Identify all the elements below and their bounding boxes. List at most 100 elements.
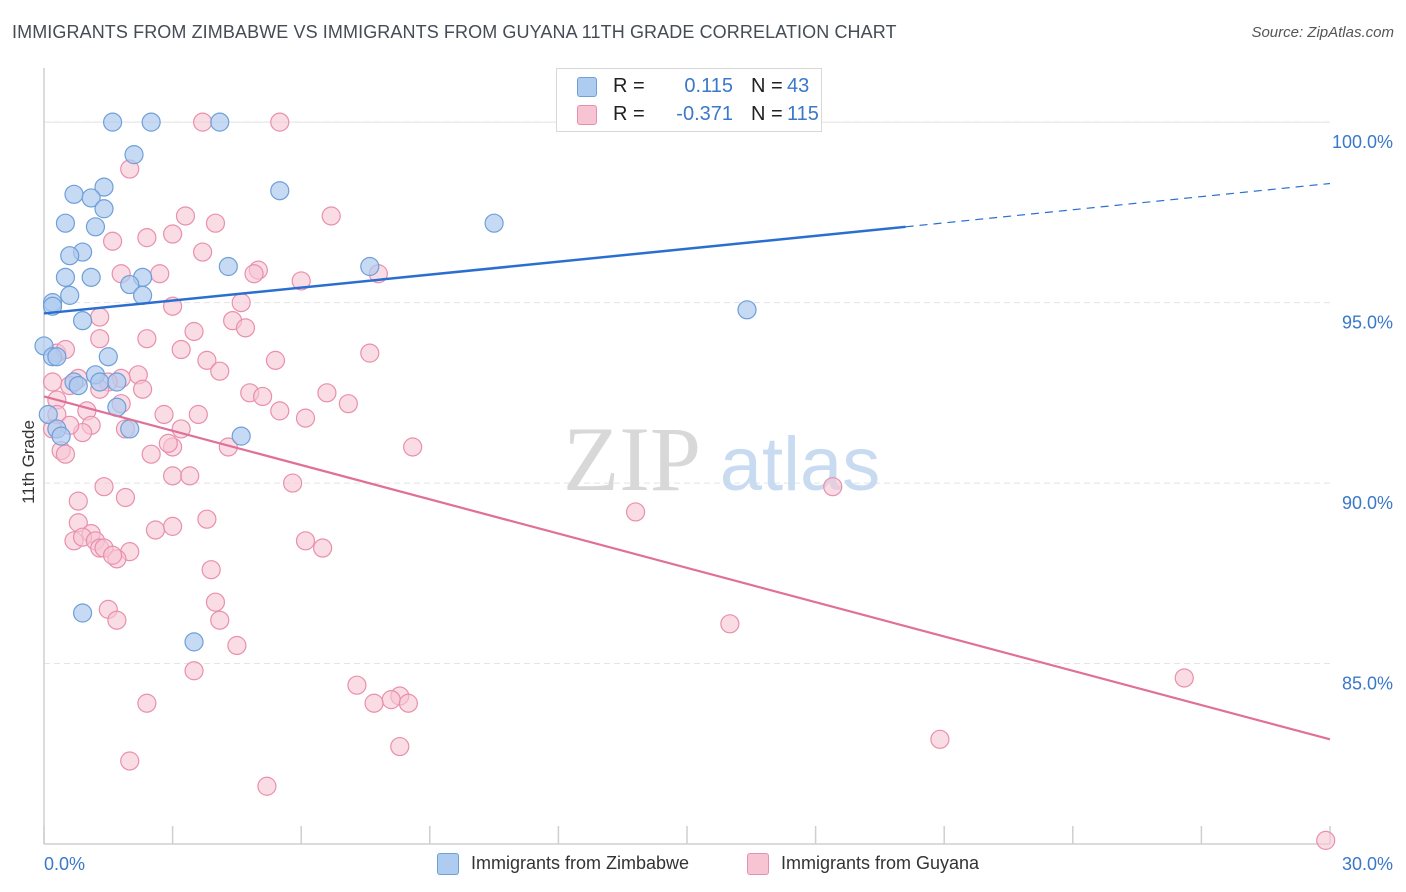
zimbabwe-point bbox=[94, 177, 114, 197]
guyana-point bbox=[201, 560, 221, 580]
zimbabwe-point bbox=[81, 267, 101, 287]
legend-label: Immigrants from Zimbabwe bbox=[471, 853, 690, 873]
y-tick-label: 100.0% bbox=[1332, 132, 1393, 152]
x-tick-label: 0.0% bbox=[44, 854, 85, 874]
guyana-point bbox=[338, 394, 358, 414]
y-tick-label: 85.0% bbox=[1342, 674, 1393, 694]
y-tick-label: 95.0% bbox=[1342, 313, 1393, 333]
guyana-point bbox=[398, 693, 418, 713]
guyana-point bbox=[175, 206, 196, 226]
legend-label: Immigrants from Guyana bbox=[781, 853, 980, 873]
n-label: N = bbox=[751, 103, 783, 125]
r-label: R = bbox=[613, 75, 645, 97]
guyana-point bbox=[154, 404, 174, 425]
guyana-point bbox=[291, 271, 311, 291]
guyana-point bbox=[235, 318, 256, 338]
r-value: -0.371 bbox=[676, 103, 733, 125]
n-label: N = bbox=[751, 75, 783, 97]
zimbabwe-point bbox=[64, 184, 84, 204]
axes bbox=[43, 68, 1331, 845]
zimbabwe-point bbox=[360, 256, 380, 277]
guyana-point bbox=[205, 592, 226, 612]
guyana-point bbox=[205, 213, 226, 233]
guyana-point bbox=[403, 437, 423, 457]
guyana-swatch bbox=[577, 105, 597, 125]
trend-lines bbox=[43, 182, 1331, 741]
guyana-point bbox=[55, 444, 76, 464]
correlation-legend: R = 0.115 N = 43 R = -0.371 N = 115 bbox=[556, 68, 822, 132]
zimbabwe-point bbox=[484, 213, 504, 233]
guyana-point bbox=[197, 509, 217, 529]
guyana-point bbox=[321, 206, 341, 226]
zimbabwe-point bbox=[72, 311, 93, 331]
source-label: Source: ZipAtlas.com bbox=[1251, 24, 1394, 41]
zimbabwe-point bbox=[218, 256, 238, 277]
guyana-point bbox=[270, 112, 290, 132]
guyana-point bbox=[171, 339, 191, 360]
guyana-point bbox=[132, 379, 153, 399]
guyana-point bbox=[184, 661, 204, 681]
tick-labels: 85.0% 90.0% 95.0% 100.0% 0.0% 30.0% bbox=[44, 132, 1393, 874]
zimbabwe-point bbox=[141, 112, 161, 132]
zimbabwe-point bbox=[107, 372, 127, 392]
gridlines bbox=[44, 121, 1330, 665]
r-label: R = bbox=[613, 103, 645, 125]
guyana-point bbox=[163, 466, 183, 486]
guyana-point bbox=[364, 693, 384, 713]
guyana-point bbox=[231, 293, 251, 313]
guyana-point bbox=[137, 329, 157, 349]
guyana-point bbox=[390, 736, 410, 757]
guyana-point bbox=[184, 321, 204, 342]
zimbabwe-point bbox=[270, 181, 290, 201]
guyana-point bbox=[150, 264, 170, 284]
guyana-point bbox=[295, 531, 316, 551]
zimbabwe-point bbox=[42, 296, 63, 316]
guyana-point bbox=[625, 502, 646, 522]
zimbabwe-point bbox=[47, 347, 67, 367]
zimbabwe-point bbox=[85, 217, 106, 237]
guyana-point bbox=[188, 404, 208, 425]
guyana-point bbox=[107, 610, 127, 630]
guyana-point bbox=[137, 228, 157, 248]
zimbabwe-point bbox=[737, 300, 757, 320]
zimbabwe-point bbox=[124, 145, 144, 165]
zimbabwe-point bbox=[120, 419, 140, 439]
guyana-point bbox=[68, 491, 88, 511]
guyana-point bbox=[102, 545, 123, 565]
y-axis-label: 11th Grade bbox=[19, 420, 38, 504]
zimbabwe-trend-line bbox=[43, 225, 906, 315]
zimbabwe-point bbox=[72, 603, 93, 623]
zimbabwe-point bbox=[68, 376, 88, 396]
r-value: 0.115 bbox=[684, 75, 733, 97]
guyana-point bbox=[193, 242, 213, 262]
zimbabwe-points bbox=[34, 112, 757, 652]
zimbabwe-point bbox=[90, 372, 110, 392]
zimbabwe-point bbox=[55, 267, 76, 287]
guyana-point bbox=[1316, 830, 1336, 850]
zimbabwe-point bbox=[210, 112, 230, 132]
guyana-point bbox=[381, 690, 401, 710]
guyana-point bbox=[158, 433, 178, 453]
zimbabwe-point bbox=[60, 285, 80, 305]
guyana-point bbox=[210, 361, 230, 381]
n-value: 115 bbox=[787, 103, 819, 125]
chart-title: IMMIGRANTS FROM ZIMBABWE VS IMMIGRANTS F… bbox=[12, 22, 897, 42]
zimbabwe-point bbox=[94, 199, 114, 219]
zimbabwe-point bbox=[38, 404, 58, 425]
zimbabwe-swatch bbox=[577, 77, 597, 97]
guyana-point bbox=[720, 614, 740, 634]
zimbabwe-point bbox=[120, 274, 140, 295]
guyana-point bbox=[295, 408, 316, 428]
zimbabwe-point bbox=[51, 426, 71, 446]
guyana-swatch bbox=[747, 853, 769, 875]
guyana-point bbox=[270, 401, 290, 421]
n-value: 43 bbox=[787, 75, 810, 97]
guyana-point bbox=[347, 675, 367, 695]
guyana-point bbox=[115, 487, 136, 508]
guyana-point bbox=[94, 477, 114, 497]
guyana-point bbox=[265, 350, 286, 370]
guyana-point bbox=[120, 751, 140, 771]
guyana-point bbox=[823, 477, 843, 497]
guyana-point bbox=[360, 343, 380, 363]
